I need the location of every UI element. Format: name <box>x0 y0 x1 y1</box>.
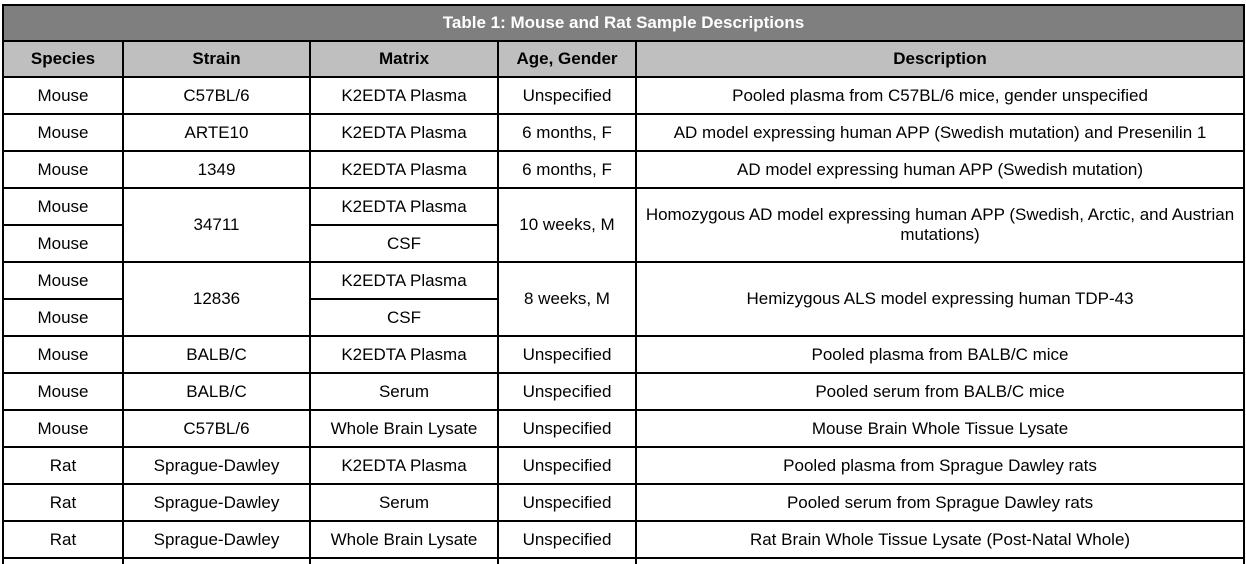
table-row: Mouse 12836 K2EDTA Plasma 8 weeks, M Hem… <box>2 261 1246 337</box>
cell-species: Mouse <box>2 261 124 300</box>
table-row: Mouse C57BL/6 Whole Brain Lysate Unspeci… <box>2 409 1246 448</box>
cell-matrix: Serum <box>309 483 499 522</box>
cell-strain: BALB/C <box>122 335 311 374</box>
col-header-matrix: Matrix <box>309 40 499 78</box>
table-row: Mouse 34711 K2EDTA Plasma 10 weeks, M Ho… <box>2 187 1246 263</box>
table-row: Mouse 1349 K2EDTA Plasma 6 months, F AD … <box>2 150 1246 189</box>
cell-strain: BALB/C <box>122 372 311 411</box>
cell-matrix: Whole Brain Lysate <box>309 409 499 448</box>
cell-description: Pooled plasma from C57BL/6 mice, gender … <box>634 76 1246 115</box>
cell-species: Rat <box>2 520 124 559</box>
cell-description: Pooled plasma from BALB/C mice <box>634 335 1246 374</box>
table-row: Mouse CSF <box>2 224 1244 263</box>
cell-species: Mouse <box>2 298 124 337</box>
cell-age-gender: 6 months, F <box>497 150 637 189</box>
cell-age-gender: Unspecified <box>497 446 637 485</box>
col-header-description: Description <box>634 40 1246 78</box>
table-title-row: Table 1: Mouse and Rat Sample Descriptio… <box>1 4 1246 42</box>
cell-matrix: CSF <box>309 224 499 263</box>
cell-strain: Sprague-Dawley <box>122 446 311 485</box>
table-row: Mouse CSF <box>2 298 1244 337</box>
cell-species: Mouse <box>2 335 124 374</box>
cell-description: Pooled serum from Sprague Dawley rats <box>634 483 1246 522</box>
cell-strain: C57BL/6 <box>122 76 311 115</box>
mouse-rat-sample-table: Table 1: Mouse and Rat Sample Descriptio… <box>1 4 1246 564</box>
table-row: Mouse ARTE10 K2EDTA Plasma 6 months, F A… <box>2 113 1246 152</box>
cell-age-gender: Unspecified <box>497 372 637 411</box>
table-row: Mouse BALB/C Serum Unspecified Pooled se… <box>2 372 1246 411</box>
cell-species: Mouse <box>2 150 124 189</box>
col-header-age-gender: Age, Gender <box>497 40 637 78</box>
cell-species: Mouse <box>2 76 124 115</box>
partial-row-cell <box>309 557 499 564</box>
cell-matrix: K2EDTA Plasma <box>309 76 499 115</box>
cell-age-gender: 6 months, F <box>497 113 637 152</box>
cell-species: Rat <box>2 446 124 485</box>
partial-row-cell <box>497 557 637 564</box>
cell-age-gender: 8 weeks, M <box>497 261 637 337</box>
table-row: Mouse BALB/C K2EDTA Plasma Unspecified P… <box>2 335 1246 374</box>
cell-strain: 1349 <box>122 150 311 189</box>
cell-species: Rat <box>2 483 124 522</box>
cell-matrix: Serum <box>309 372 499 411</box>
table-row: Rat Sprague-Dawley Serum Unspecified Poo… <box>2 483 1246 522</box>
table-title: Table 1: Mouse and Rat Sample Descriptio… <box>1 4 1246 42</box>
table-header-row: Species Strain Matrix Age, Gender Descri… <box>2 40 1246 78</box>
cell-matrix: K2EDTA Plasma <box>309 150 499 189</box>
cell-species: Mouse <box>2 409 124 448</box>
cell-description: Rat Brain Whole Tissue Lysate (Post-Nata… <box>634 520 1246 559</box>
cell-age-gender: Unspecified <box>497 76 637 115</box>
cell-species: Mouse <box>2 372 124 411</box>
cell-strain: Sprague-Dawley <box>122 520 311 559</box>
cell-description: Mouse Brain Whole Tissue Lysate <box>634 409 1246 448</box>
cell-strain: 34711 <box>122 187 311 263</box>
partial-row-cell <box>634 557 1246 564</box>
cell-matrix: K2EDTA Plasma <box>309 187 499 226</box>
partial-row-cell <box>2 557 124 564</box>
cell-matrix: K2EDTA Plasma <box>309 335 499 374</box>
cell-species: Mouse <box>2 224 124 263</box>
cell-age-gender: Unspecified <box>497 409 637 448</box>
cell-description: Pooled serum from BALB/C mice <box>634 372 1246 411</box>
partial-row-cell <box>122 557 311 564</box>
cell-description: Hemizygous ALS model expressing human TD… <box>634 261 1246 337</box>
cell-strain: C57BL/6 <box>122 409 311 448</box>
cell-matrix: K2EDTA Plasma <box>309 113 499 152</box>
cell-matrix: K2EDTA Plasma <box>309 446 499 485</box>
cell-strain: ARTE10 <box>122 113 311 152</box>
col-header-strain: Strain <box>122 40 311 78</box>
cell-strain: 12836 <box>122 261 311 337</box>
cell-age-gender: 10 weeks, M <box>497 187 637 263</box>
cell-description: Homozygous AD model expressing human APP… <box>634 187 1246 263</box>
table-row: Rat Sprague-Dawley Whole Brain Lysate Un… <box>2 520 1246 559</box>
cell-strain: Sprague-Dawley <box>122 483 311 522</box>
cell-description: AD model expressing human APP (Swedish m… <box>634 113 1246 152</box>
cell-age-gender: Unspecified <box>497 483 637 522</box>
cell-matrix: K2EDTA Plasma <box>309 261 499 300</box>
cell-matrix: CSF <box>309 298 499 337</box>
cell-species: Mouse <box>2 187 124 226</box>
cell-age-gender: Unspecified <box>497 335 637 374</box>
cell-matrix: Whole Brain Lysate <box>309 520 499 559</box>
table-row: Rat Sprague-Dawley K2EDTA Plasma Unspeci… <box>2 446 1246 485</box>
cell-species: Mouse <box>2 113 124 152</box>
cell-age-gender: Unspecified <box>497 520 637 559</box>
cell-description: Pooled plasma from Sprague Dawley rats <box>634 446 1246 485</box>
partial-clipped-row <box>2 557 1246 564</box>
col-header-species: Species <box>2 40 124 78</box>
cell-description: AD model expressing human APP (Swedish m… <box>634 150 1246 189</box>
table-row: Mouse C57BL/6 K2EDTA Plasma Unspecified … <box>2 76 1246 115</box>
